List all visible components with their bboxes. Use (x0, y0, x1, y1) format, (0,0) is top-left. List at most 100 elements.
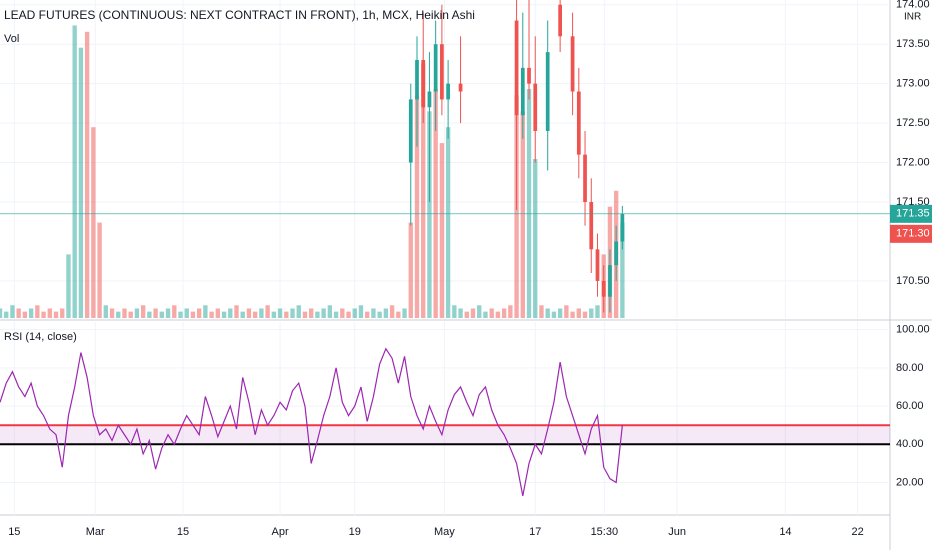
volume-bar (190, 311, 196, 318)
volume-bar (352, 308, 357, 318)
last-price-label: 171.35 (896, 208, 930, 220)
volume-bar (564, 305, 569, 318)
volume-bar (153, 308, 158, 318)
volume-bar (184, 308, 189, 318)
last-price-badge (890, 204, 932, 223)
candle-body (433, 44, 438, 92)
volume-bar (221, 311, 227, 318)
volume-bar (321, 308, 326, 318)
volume-bar (66, 254, 71, 318)
y-tick-label: 173.50 (896, 38, 930, 50)
volume-bar (172, 305, 177, 318)
volume-bar (0, 308, 3, 318)
volume-bar (551, 311, 557, 318)
volume-bar (445, 127, 451, 318)
currency: INR (904, 12, 921, 23)
volume-bar (116, 311, 121, 318)
y-tick-label: 174.00 (896, 0, 930, 11)
volume-bar (433, 89, 438, 318)
y-tick-label: 170.50 (896, 275, 930, 287)
volume-bar (178, 311, 183, 318)
candle-body (408, 99, 413, 163)
volume-bar (284, 311, 289, 318)
volume-bar (122, 308, 127, 318)
volume-bar (309, 308, 314, 318)
volume-bar (495, 311, 501, 318)
volume-bar (302, 311, 308, 318)
volume-bar (147, 311, 152, 318)
volume-bar (22, 311, 28, 318)
y-tick-label: 60.00 (896, 400, 924, 412)
volume-bar (47, 308, 52, 318)
y-tick-label: 172.00 (896, 156, 930, 168)
rsi-band-fill (0, 425, 890, 445)
volume-bar (477, 305, 482, 318)
volume-bar (470, 308, 476, 318)
rsi-pane (0, 322, 890, 515)
volume-bar (576, 308, 581, 318)
volume-bar (620, 222, 625, 318)
volume-bar (414, 95, 420, 318)
volume-bar (296, 305, 301, 318)
volume-bar (520, 111, 525, 318)
axes: 15 Mar 15 Apr 19 May 17 15:30 Jun 14 22170.50171.5… (8, 0, 932, 538)
volume-bar (16, 308, 21, 318)
x-tick-label: 15:30 (591, 526, 619, 538)
x-tick-label: 19 (349, 526, 361, 538)
volume-bar (271, 311, 277, 318)
volume-bar (501, 308, 507, 318)
volume-bar (290, 308, 295, 318)
volume-bar (427, 111, 432, 318)
volume-bar (421, 63, 426, 318)
volume-bar (589, 308, 594, 318)
volume-bar (109, 308, 115, 318)
candle-body (520, 67, 525, 116)
candle-body (440, 44, 444, 100)
volume-bar (371, 308, 376, 318)
candle-body (576, 91, 581, 155)
volume-bar (35, 305, 40, 318)
volume-bar (240, 311, 245, 318)
volume-bar (327, 305, 333, 318)
candle-body (570, 36, 575, 92)
chart-title: LEAD FUTURES (CONTINUOUS: NEXT CONTRACT … (4, 8, 475, 22)
volume-bar (140, 305, 146, 318)
candle-body (608, 265, 612, 297)
x-tick-label: Mar (86, 526, 105, 538)
volume-bar (10, 305, 15, 318)
candle-body (527, 67, 531, 84)
volume-bar (97, 222, 102, 318)
volume-bar (358, 305, 364, 318)
volume-bar (84, 31, 90, 318)
volume-bar (128, 311, 133, 318)
volume-bar (539, 305, 544, 318)
volume-bar (228, 308, 233, 318)
candle-body (514, 20, 519, 116)
volume-bar (346, 311, 351, 318)
volume-bar (365, 311, 370, 318)
volume-bar (377, 311, 382, 318)
candle-body (583, 154, 587, 203)
volume-bar (489, 308, 494, 318)
volume-bar (159, 311, 164, 318)
y-tick-label: 20.00 (896, 476, 924, 488)
volume-bar (134, 308, 140, 318)
volume-label: Vol (4, 33, 19, 45)
volume-bar (340, 308, 345, 318)
candle-body (421, 59, 426, 108)
volume-bar (570, 311, 575, 318)
volume-bar (196, 308, 202, 318)
x-tick-label: Apr (272, 526, 289, 538)
volume-bar (533, 159, 538, 318)
candle-body (458, 83, 463, 92)
prev-price-badge (890, 224, 932, 243)
y-tick-label: 173.00 (896, 78, 930, 90)
volume-bar (389, 305, 395, 318)
volume-bar (165, 308, 171, 318)
volume-bar (508, 305, 513, 318)
candle-body (558, 4, 563, 37)
volume-bar (252, 311, 258, 318)
volume-bar (452, 305, 457, 318)
candle-body (545, 52, 550, 131)
